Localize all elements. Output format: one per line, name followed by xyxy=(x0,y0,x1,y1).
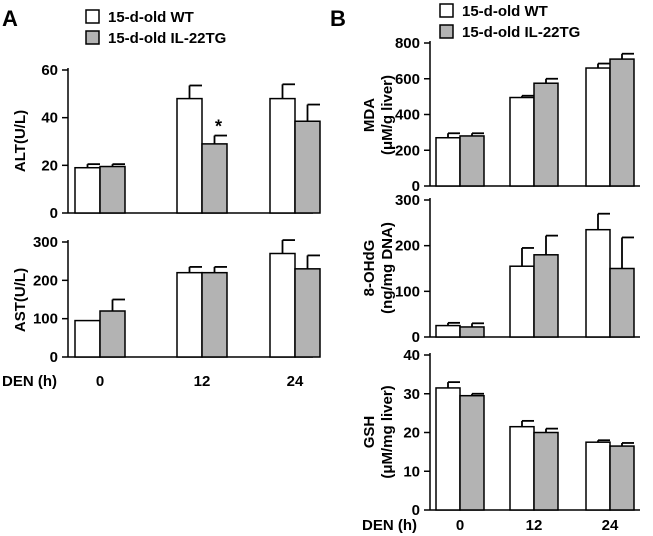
bar-ohdg-0-2 xyxy=(459,326,485,338)
bar-ast-0-1 xyxy=(74,319,101,358)
y-tick-label: 10 xyxy=(403,463,420,480)
y-tick-label: 0 xyxy=(50,205,58,222)
x-axis-title: DEN (h) xyxy=(2,373,57,390)
chart-mda: 0 200 400 600 800 MDA (μM/g liver) xyxy=(361,35,640,195)
y-axis-title: AST(U/L) xyxy=(12,268,29,332)
x-axis-row-b: DEN (h) 0 12 24 xyxy=(362,517,619,534)
x-tick-label: 24 xyxy=(287,373,304,390)
y-tick-label: 40 xyxy=(403,347,420,364)
bar-alt-24-1 xyxy=(269,97,296,214)
legend-label-2: 15-d-old IL-22TG xyxy=(108,30,226,47)
bar-gsh-24-2 xyxy=(609,445,635,511)
bar-alt-12-1 xyxy=(176,97,203,214)
x-axis-title: DEN (h) xyxy=(362,517,417,534)
chart-alt: 0 20 40 60 ALT(U/L) * xyxy=(12,62,321,222)
bar-alt-0-2 xyxy=(99,165,126,214)
chart-gsh: 0 10 20 30 40 GSH (μM/mg liver) xyxy=(361,347,640,519)
y-tick-label: 200 xyxy=(33,272,58,289)
bar-mda-24-1 xyxy=(585,67,611,187)
bar-mda-12-1 xyxy=(509,96,535,187)
y-axis-title: 8-OHdG (ng/mg DNA) xyxy=(361,222,396,314)
legend-swatch-2 xyxy=(439,24,454,39)
y-tick-label: 300 xyxy=(33,234,58,251)
legend-label-1: 15-d-old WT xyxy=(462,3,548,20)
x-tick-label: 12 xyxy=(194,373,211,390)
y-tick-label: 0 xyxy=(412,178,420,195)
bar-gsh-12-1 xyxy=(509,425,535,511)
y-tick-label: 200 xyxy=(395,238,420,255)
y-tick-label: 600 xyxy=(395,71,420,88)
bar-ohdg-12-1 xyxy=(509,265,535,338)
y-tick-label: 40 xyxy=(41,110,58,127)
legend-label-1: 15-d-old WT xyxy=(108,9,194,26)
y-axis-title-line-1: ALT(U/L) xyxy=(12,110,29,172)
bar-ast-12-1 xyxy=(176,271,203,358)
y-tick-label: 400 xyxy=(395,107,420,124)
x-axis-row-a: DEN (h) 0 12 24 xyxy=(2,373,304,390)
bar-alt-24-2 xyxy=(294,120,321,214)
x-tick-label: 0 xyxy=(96,373,104,390)
bar-gsh-12-2 xyxy=(533,431,559,511)
y-axis-title-line-2: (μM/mg liver) xyxy=(379,385,396,478)
bar-gsh-0-2 xyxy=(459,394,485,511)
bar-ohdg-0-1 xyxy=(435,324,461,338)
panel-label-a: A xyxy=(2,6,18,31)
bar-mda-12-2 xyxy=(533,82,559,187)
y-tick-label: 300 xyxy=(395,192,420,209)
bar-mda-0-2 xyxy=(459,135,485,187)
y-tick-label: 20 xyxy=(403,425,420,442)
y-tick-label: 0 xyxy=(50,349,58,366)
y-axis-title-line-1: 8-OHdG xyxy=(361,240,378,297)
bar-ohdg-12-2 xyxy=(533,254,559,338)
bar-ast-0-2 xyxy=(99,310,126,358)
bar-ohdg-24-1 xyxy=(585,228,611,338)
y-axis-title-line-1: GSH xyxy=(361,416,378,449)
bar-ast-24-1 xyxy=(269,252,296,358)
bar-gsh-0-1 xyxy=(435,387,461,511)
y-tick-label: 100 xyxy=(33,311,58,328)
y-tick-label: 100 xyxy=(395,283,420,300)
panel-label-b: B xyxy=(330,6,346,31)
y-axis-title: GSH (μM/mg liver) xyxy=(361,385,396,478)
y-axis-title-line-2: (ng/mg DNA) xyxy=(379,222,396,314)
y-tick-label: 30 xyxy=(403,386,420,403)
bar-ast-12-2 xyxy=(201,271,228,358)
y-tick-label: 60 xyxy=(41,62,58,79)
bar-alt-12-2 xyxy=(201,143,228,214)
legend-b: 15-d-old WT 15-d-old IL-22TG xyxy=(439,3,580,41)
y-tick-label: 800 xyxy=(395,35,420,52)
y-axis-title-line-2: (μM/g liver) xyxy=(379,75,396,155)
y-tick-label: 20 xyxy=(41,157,58,174)
y-axis-title-line-1: AST(U/L) xyxy=(12,268,29,332)
bar-alt-0-1 xyxy=(74,166,101,214)
y-tick-label: 0 xyxy=(412,502,420,519)
legend-swatch-1 xyxy=(439,3,454,18)
chart-ohdg: 0 100 200 300 8-OHdG (ng/mg DNA) xyxy=(361,192,640,346)
bar-gsh-24-1 xyxy=(585,441,611,511)
legend-swatch-2 xyxy=(85,30,100,45)
x-tick-label: 12 xyxy=(526,517,543,534)
x-tick-label: 24 xyxy=(602,517,619,534)
x-tick-label: 0 xyxy=(456,517,464,534)
legend-a: 15-d-old WT 15-d-old IL-22TG xyxy=(85,9,226,47)
legend-swatch-1 xyxy=(85,9,100,24)
bar-ast-24-2 xyxy=(294,268,321,358)
significance-marker: * xyxy=(215,117,222,137)
y-axis-title-line-1: MDA xyxy=(361,98,378,132)
y-axis-title: ALT(U/L) xyxy=(12,110,29,172)
bar-mda-24-2 xyxy=(609,58,635,187)
bar-ohdg-24-2 xyxy=(609,267,635,338)
y-tick-label: 0 xyxy=(412,329,420,346)
y-tick-label: 200 xyxy=(395,142,420,159)
y-axis-title: MDA (μM/g liver) xyxy=(361,75,396,155)
bar-mda-0-1 xyxy=(435,136,461,187)
legend-label-2: 15-d-old IL-22TG xyxy=(462,24,580,41)
